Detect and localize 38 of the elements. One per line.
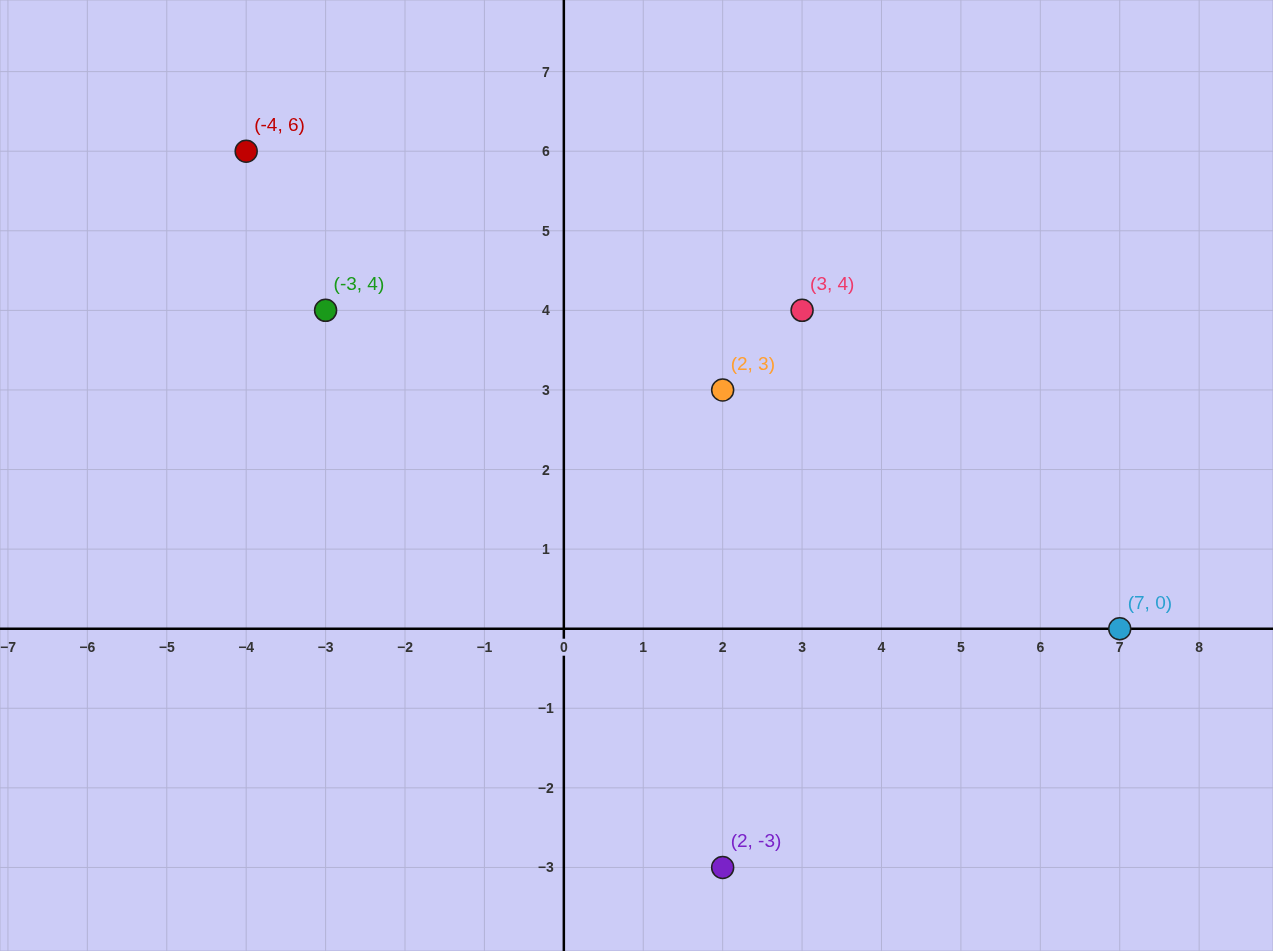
y-tick-label: −3 <box>537 859 555 876</box>
x-tick-label: 6 <box>1036 638 1045 655</box>
point <box>234 139 258 163</box>
y-tick-label: 4 <box>541 302 550 319</box>
y-tick-label: 6 <box>541 143 550 160</box>
x-tick-label: 4 <box>877 638 886 655</box>
y-tick-label: 1 <box>541 541 550 558</box>
x-tick-label: −1 <box>476 638 493 655</box>
point <box>1107 616 1132 641</box>
data-label: (-4, 6) <box>254 114 305 136</box>
x-tick-label: 3 <box>798 638 807 655</box>
y-tick-label: 2 <box>541 461 550 478</box>
x-tick-label: −2 <box>397 638 414 655</box>
x-tick-label: 5 <box>957 638 966 655</box>
x-tick-label: 0 <box>559 638 568 655</box>
data-label: (3, 4) <box>810 273 855 295</box>
point <box>710 378 735 402</box>
x-tick-label: 8 <box>1195 638 1204 655</box>
y-tick-label: 5 <box>541 222 550 239</box>
x-tick-label: −5 <box>158 638 175 655</box>
y-tick-label: −1 <box>537 700 555 717</box>
data-label: (-3, 4) <box>333 273 385 295</box>
point <box>710 855 735 880</box>
x-tick-label: −7 <box>0 638 17 655</box>
y-tick-label: −2 <box>537 779 555 796</box>
x-tick-label: 1 <box>639 638 648 655</box>
data-label: (2, -3) <box>730 830 782 852</box>
x-tick-label: −6 <box>79 638 96 655</box>
x-tick-label: 2 <box>718 638 727 655</box>
data-label: (2, 3) <box>730 352 776 374</box>
y-tick-label: 3 <box>541 381 550 398</box>
x-tick-label: −4 <box>238 638 255 655</box>
x-tick-label: 7 <box>1115 638 1124 655</box>
data-label: (7, 0) <box>1127 591 1173 613</box>
point <box>313 298 338 323</box>
point <box>790 298 814 323</box>
x-tick-label: −3 <box>317 638 334 655</box>
y-tick-label: 7 <box>541 63 550 80</box>
